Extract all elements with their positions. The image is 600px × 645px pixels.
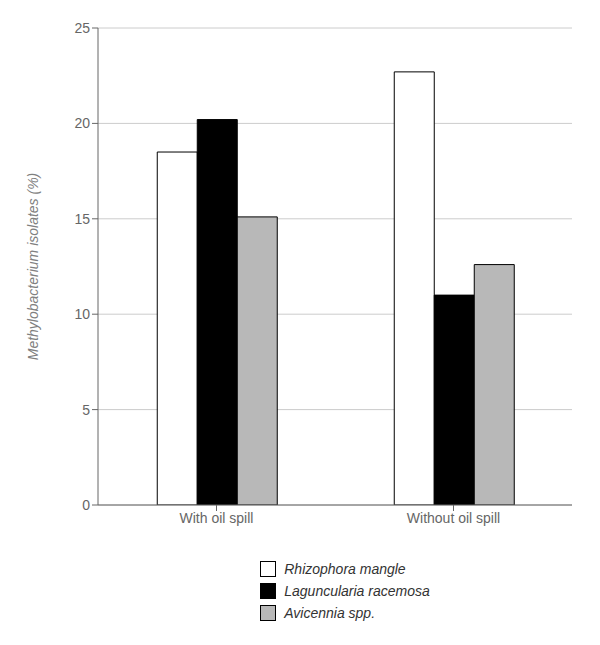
- svg-text:0: 0: [82, 497, 90, 513]
- svg-text:Methylobacterium isolates (%): Methylobacterium isolates (%): [25, 173, 41, 361]
- html-text:Rhizophora mangle: Rhizophora mangle: [284, 561, 406, 577]
- svg-text:25: 25: [74, 20, 90, 36]
- html-text:Avicennia spp.: Avicennia spp.: [284, 605, 375, 621]
- svg-text:15: 15: [74, 211, 90, 227]
- svg-text:Without oil spill: Without oil spill: [407, 510, 500, 526]
- html-text:Laguncularia racemosa: Laguncularia racemosa: [284, 583, 430, 599]
- svg-text:5: 5: [82, 402, 90, 418]
- svg-text:10: 10: [74, 306, 90, 322]
- svg-text:20: 20: [74, 115, 90, 131]
- svg-text:With oil spill: With oil spill: [180, 510, 254, 526]
